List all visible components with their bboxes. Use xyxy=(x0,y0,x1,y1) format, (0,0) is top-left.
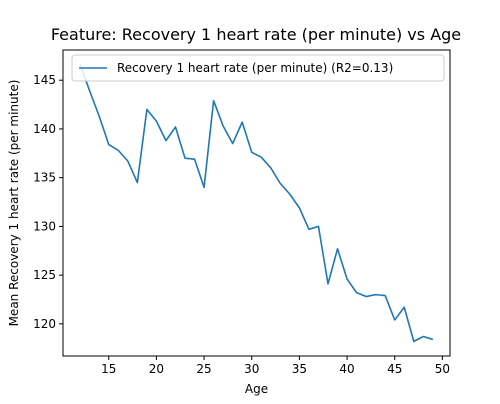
y-tick-label: 130 xyxy=(33,219,56,233)
x-tick-label: 15 xyxy=(101,362,116,376)
x-tick-label: 20 xyxy=(149,362,164,376)
y-tick-label: 125 xyxy=(33,268,56,282)
legend-box xyxy=(71,54,445,82)
y-tick-label: 120 xyxy=(33,317,56,331)
chart-title: Feature: Recovery 1 heart rate (per minu… xyxy=(51,25,461,44)
x-tick-label: 50 xyxy=(435,362,450,376)
x-tick-label: 30 xyxy=(244,362,259,376)
series-line-0 xyxy=(79,64,434,343)
x-axis-label: Age xyxy=(245,382,268,396)
legend-entry: Recovery 1 heart rate (per minute) (R2=0… xyxy=(117,61,393,75)
legend: Recovery 1 heart rate (per minute) (R2=0… xyxy=(71,54,445,82)
x-tick-label: 45 xyxy=(387,362,402,376)
y-axis-label: Mean Recovery 1 heart rate (per minute) xyxy=(7,80,21,327)
y-tick-label: 140 xyxy=(33,122,56,136)
y-axis-ticks: 120 125 130 135 140 145 xyxy=(33,73,63,331)
plot-area xyxy=(79,64,434,343)
x-axis-ticks: 15 20 25 30 35 40 45 50 xyxy=(101,356,450,376)
axes-frame xyxy=(62,49,451,357)
y-tick-label: 145 xyxy=(33,73,56,87)
x-tick-label: 40 xyxy=(339,362,354,376)
x-tick-label: 35 xyxy=(292,362,307,376)
y-tick-label: 135 xyxy=(33,171,56,185)
x-tick-label: 25 xyxy=(196,362,211,376)
